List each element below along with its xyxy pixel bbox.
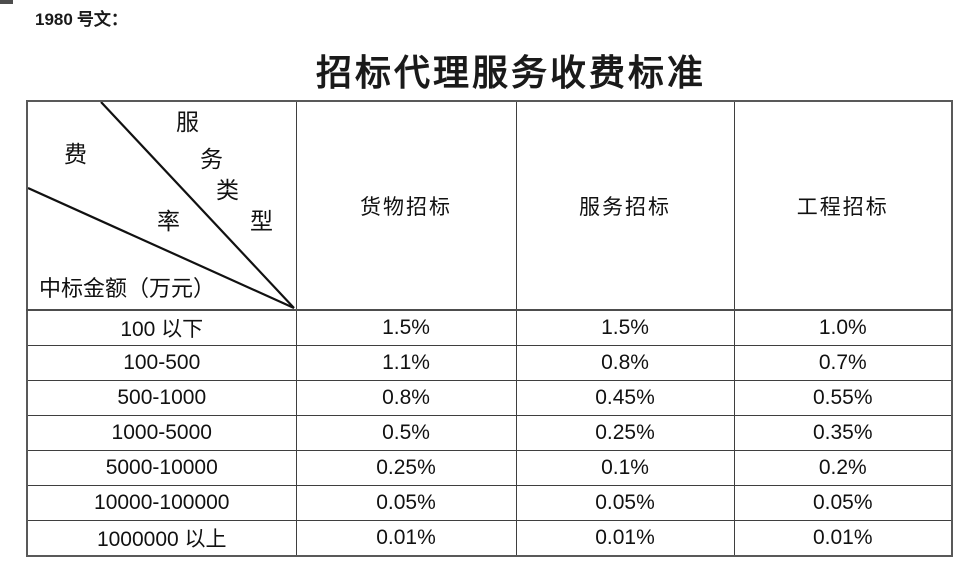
fee-cell: 0.2% [733, 450, 953, 486]
fee-cell: 0.05% [733, 485, 953, 521]
page-corner-artifact [0, 0, 13, 4]
row-label: 1000000 以上 [26, 520, 297, 557]
row-label: 100-500 [26, 345, 297, 381]
diagonal-line-upper [100, 102, 295, 308]
fee-cell: 0.8% [295, 380, 517, 416]
table-row: 100-500 1.1% 0.8% 0.7% [26, 345, 953, 381]
table-row: 1000-5000 0.5% 0.25% 0.35% [26, 415, 953, 451]
fee-cell: 0.7% [733, 345, 953, 381]
fee-cell: 0.05% [295, 485, 517, 521]
column-header-goods: 货物招标 [295, 100, 517, 311]
row-label: 100 以下 [26, 309, 297, 346]
row-label: 10000-100000 [26, 485, 297, 521]
fee-cell: 0.45% [515, 380, 735, 416]
fee-cell: 0.01% [295, 520, 517, 557]
corner-cell-axis-char-2: 率 [157, 209, 180, 234]
fee-cell: 1.5% [515, 309, 735, 346]
fee-standard-table: 服 务 类 型 费 率 中标金额（万元） 货物招标 服务招标 工程招标 100 … [26, 100, 953, 557]
fee-cell: 0.01% [733, 520, 953, 557]
doc-ref-text: 号文： [76, 10, 128, 29]
fee-cell: 0.01% [515, 520, 735, 557]
fee-cell: 0.35% [733, 415, 953, 451]
diagonal-line-lower [28, 186, 295, 308]
fee-cell: 0.5% [295, 415, 517, 451]
fee-cell: 0.55% [733, 380, 953, 416]
column-header-services: 服务招标 [515, 100, 735, 311]
table-row: 5000-10000 0.25% 0.1% 0.2% [26, 450, 953, 486]
fee-cell: 0.25% [515, 415, 735, 451]
table-row: 500-1000 0.8% 0.45% 0.55% [26, 380, 953, 416]
diagonal-lines [28, 102, 295, 308]
fee-cell: 0.1% [515, 450, 735, 486]
corner-col-axis-char-3: 类 [216, 178, 239, 203]
table-row: 1000000 以上 0.01% 0.01% 0.01% [26, 520, 953, 557]
doc-ref-number: 1980 [35, 10, 73, 29]
corner-cell-axis-char-1: 费 [64, 142, 87, 167]
fee-cell: 1.0% [733, 309, 953, 346]
document-reference: 1980 号文： [35, 5, 128, 30]
fee-cell: 0.05% [515, 485, 735, 521]
column-header-engineering: 工程招标 [733, 100, 953, 311]
fee-cell: 1.1% [295, 345, 517, 381]
row-label: 1000-5000 [26, 415, 297, 451]
row-label: 5000-10000 [26, 450, 297, 486]
fee-cell: 0.8% [515, 345, 735, 381]
fee-cell: 0.25% [295, 450, 517, 486]
table-row: 10000-100000 0.05% 0.05% 0.05% [26, 485, 953, 521]
fee-cell: 1.5% [295, 309, 517, 346]
row-label: 500-1000 [26, 380, 297, 416]
table-row: 100 以下 1.5% 1.5% 1.0% [26, 309, 953, 346]
corner-col-axis-char-2: 务 [200, 147, 223, 172]
page-title: 招标代理服务收费标准 [315, 53, 706, 93]
corner-row-axis-label: 中标金额（万元） [39, 276, 216, 301]
corner-col-axis-char-4: 型 [250, 209, 273, 234]
corner-col-axis-char-1: 服 [176, 110, 199, 135]
title-container: 招标代理服务收费标准 [0, 44, 976, 96]
table-header-row: 服 务 类 型 费 率 中标金额（万元） 货物招标 服务招标 工程招标 [26, 100, 953, 311]
diagonal-header-cell: 服 务 类 型 费 率 中标金额（万元） [26, 100, 297, 311]
